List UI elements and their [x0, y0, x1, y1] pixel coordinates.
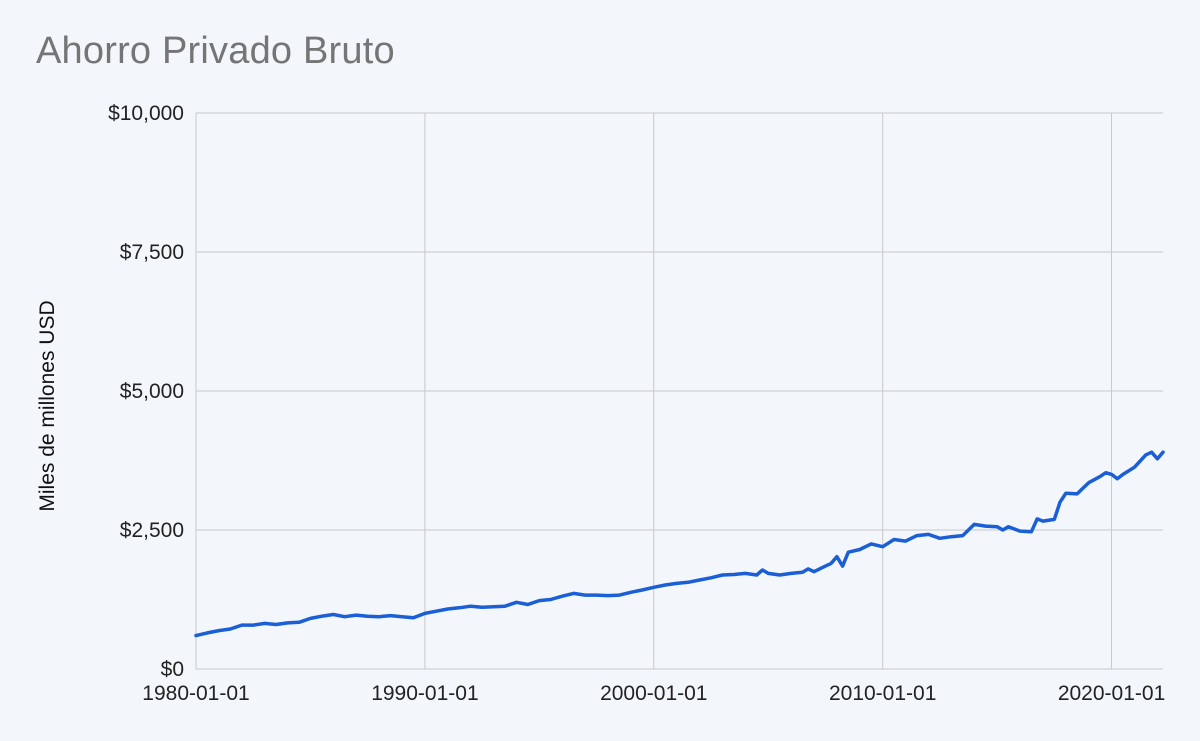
y-axis-label: Miles de millones USD	[36, 300, 59, 511]
y-tick-label: $10,000	[108, 102, 184, 125]
y-tick-label: $2,500	[120, 519, 184, 542]
y-tick-label: $0	[161, 658, 184, 681]
y-tick-label: $7,500	[120, 241, 184, 264]
x-tick-label: 2000-01-01	[600, 682, 707, 705]
x-tick-label: 2020-01-01	[1058, 682, 1165, 705]
y-tick-label: $5,000	[120, 380, 184, 403]
x-tick-label: 1980-01-01	[142, 682, 249, 705]
chart-title: Ahorro Privado Bruto	[36, 30, 395, 72]
series-line	[194, 450, 1165, 638]
x-tick-label: 1990-01-01	[371, 682, 478, 705]
x-tick-label: 2010-01-01	[829, 682, 936, 705]
